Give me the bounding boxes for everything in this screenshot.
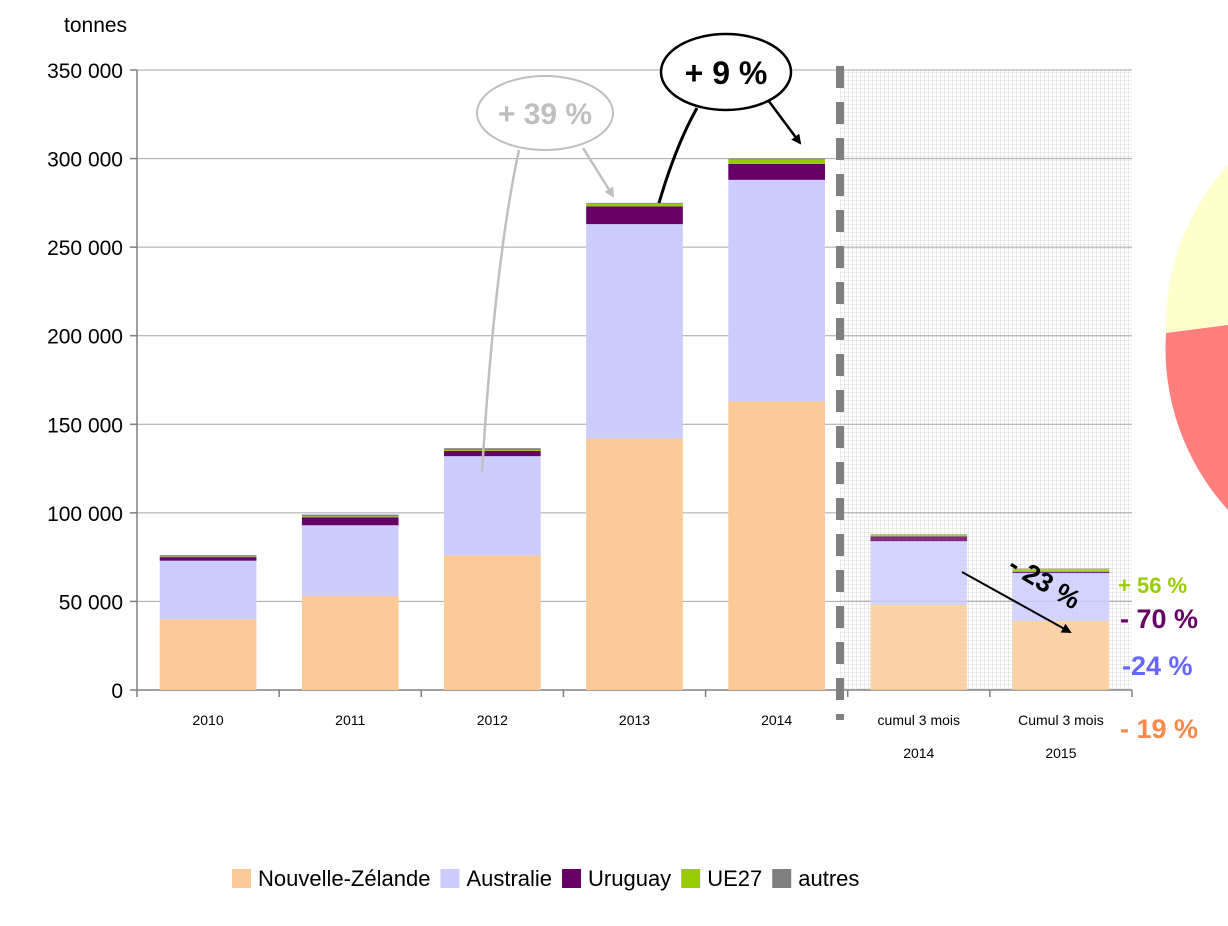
bar-segment [870, 541, 968, 605]
y-tick-label: 50 000 [59, 591, 123, 614]
bar-segment [586, 203, 683, 207]
bar-segment [728, 159, 825, 164]
y-axis-label: tonnes [64, 14, 127, 37]
legend-label: UE27 [707, 866, 762, 891]
x-tick-label: 2013 [619, 712, 650, 728]
bar-segment [586, 224, 683, 439]
bar-segment [444, 450, 541, 457]
bar-segment [159, 557, 257, 561]
annotation-ellipse [659, 32, 793, 112]
annotation-connector [657, 107, 699, 204]
annotation-arrow [766, 99, 802, 145]
legend-swatch [681, 869, 701, 888]
bar-segment [1012, 620, 1110, 690]
annotation-uruguay-change: - 70 % [1120, 604, 1198, 634]
x-tick-label-line2: 2015 [1045, 745, 1076, 761]
legend-label: Uruguay [588, 866, 671, 891]
annotation-connector [480, 149, 521, 473]
x-tick-label: Cumul 3 mois [1018, 712, 1104, 728]
annotation-arrow [961, 571, 1072, 633]
legend-swatch [772, 869, 792, 888]
x-tick-label: 2010 [192, 712, 223, 728]
bar-segment [159, 555, 257, 557]
legend-label: autres [798, 866, 859, 891]
annotation-nz-change: - 19 % [1120, 714, 1198, 744]
legend-swatch [440, 869, 460, 888]
annotation-text: + 39 % [498, 98, 592, 131]
bar-segment [444, 448, 541, 450]
y-tick-label: 150 000 [47, 414, 123, 437]
bar-segment [728, 179, 825, 402]
x-tick-label: 2014 [761, 712, 792, 728]
bar-segment [586, 202, 683, 204]
bar-segment [301, 517, 399, 526]
bar-segment [444, 555, 541, 690]
bar-segment [1012, 571, 1110, 574]
y-tick-label: 350 000 [47, 60, 123, 83]
annotation-plus-39: + 39 % [476, 75, 615, 473]
legend: Nouvelle-Zélande Australie Uruguay UE27 autr… [232, 866, 859, 891]
x-tick-label: 2011 [335, 712, 365, 728]
annotation-ellipse [476, 75, 614, 151]
x-tick-label-line2: 2014 [903, 745, 934, 761]
y-tick-labels: 0 50 000 100 000 150 000 200 000 250 000 300 0… [47, 60, 123, 703]
bar-segment [1012, 568, 1110, 572]
annotation-uk27-change: + 56 % [1118, 573, 1187, 598]
legend-label: Australie [466, 866, 552, 891]
bar-segment [870, 536, 968, 542]
y-tick-label: 0 [111, 680, 123, 703]
x-tick-label: 2012 [477, 712, 508, 728]
bar-segment [870, 534, 968, 535]
y-tick-label: 100 000 [47, 503, 123, 526]
y-tick-label: 250 000 [47, 237, 123, 260]
annotation-plus-9: + 9 % [657, 32, 802, 204]
bar-segment [301, 516, 399, 518]
y-tick-label: 200 000 [47, 326, 123, 349]
y-tick-label: 300 000 [47, 149, 123, 172]
bar-segment [586, 206, 683, 225]
bar-segment [159, 619, 257, 690]
bar-segment [159, 560, 257, 620]
annotation-australia-change: -24 % [1122, 651, 1193, 681]
bar-segment [301, 525, 399, 597]
bars [159, 158, 1110, 690]
bar-segment [444, 449, 541, 451]
bar-segment [1012, 573, 1110, 621]
bar-segment [728, 163, 825, 180]
bar-segment [586, 438, 683, 690]
x-tick-labels: 2010 2011 2012 2013 2014 cumul 3 mois 2014 Cumu… [192, 712, 1103, 761]
partial-pie-graphic [1165, 165, 1228, 510]
annotation-text: + 9 % [685, 55, 768, 91]
x-tick-label: cumul 3 mois [878, 712, 960, 728]
bar-segment [870, 534, 968, 537]
bar-segment [728, 401, 825, 690]
bar-segment [728, 158, 825, 160]
legend-swatch [562, 869, 582, 888]
legend-swatch [232, 869, 251, 888]
bar-segment [444, 456, 541, 556]
bar-segment [159, 556, 257, 558]
annotation-arrow [581, 147, 615, 198]
bar-segment [301, 596, 399, 690]
bar-segment [301, 514, 399, 517]
bar-segment [870, 604, 968, 690]
legend-label: Nouvelle-Zélande [258, 866, 430, 891]
